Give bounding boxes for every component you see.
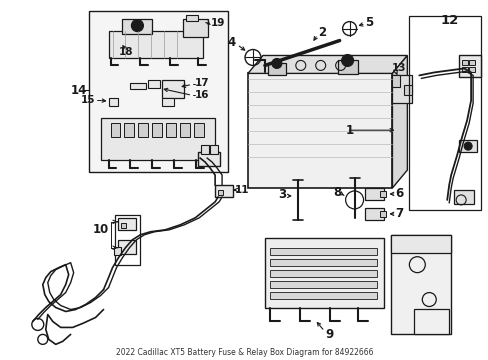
Bar bbox=[162, 80, 184, 98]
Bar bbox=[461, 60, 467, 66]
Bar bbox=[115, 215, 140, 265]
Bar bbox=[364, 188, 384, 200]
Text: 19: 19 bbox=[211, 18, 225, 28]
Bar bbox=[264, 238, 384, 307]
Bar bbox=[113, 247, 121, 255]
Text: 6: 6 bbox=[394, 188, 403, 201]
Text: 10: 10 bbox=[92, 223, 108, 236]
Bar bbox=[110, 123, 120, 137]
Bar bbox=[122, 19, 152, 33]
Bar bbox=[118, 218, 136, 230]
Text: 17: 17 bbox=[195, 78, 209, 88]
Polygon shape bbox=[392, 55, 407, 188]
Bar bbox=[408, 15, 480, 210]
Bar bbox=[458, 140, 476, 152]
Bar bbox=[108, 31, 203, 58]
Bar bbox=[194, 123, 203, 137]
Bar bbox=[337, 60, 357, 75]
Bar bbox=[468, 60, 474, 66]
Text: 1: 1 bbox=[345, 124, 353, 137]
Bar bbox=[390, 235, 450, 334]
Text: 13: 13 bbox=[391, 63, 406, 73]
Text: 9: 9 bbox=[325, 328, 333, 341]
Text: 14: 14 bbox=[70, 84, 87, 97]
Bar bbox=[201, 145, 209, 154]
Bar bbox=[380, 211, 386, 217]
Bar bbox=[101, 118, 215, 160]
Text: 4: 4 bbox=[227, 36, 236, 49]
Bar bbox=[215, 185, 233, 197]
Text: 11: 11 bbox=[234, 185, 249, 195]
Circle shape bbox=[271, 58, 281, 68]
Bar bbox=[88, 11, 227, 172]
Bar bbox=[210, 145, 218, 154]
Bar bbox=[124, 123, 134, 137]
Text: 3: 3 bbox=[277, 188, 285, 202]
Text: 16: 16 bbox=[195, 90, 209, 100]
Bar bbox=[390, 235, 450, 253]
Bar bbox=[180, 123, 190, 137]
Circle shape bbox=[463, 142, 471, 150]
Text: 5: 5 bbox=[365, 16, 373, 29]
Bar bbox=[247, 73, 392, 188]
Bar bbox=[269, 280, 377, 288]
Text: 15: 15 bbox=[81, 95, 95, 105]
Circle shape bbox=[341, 54, 353, 67]
Text: 12: 12 bbox=[439, 14, 457, 27]
Circle shape bbox=[131, 20, 143, 32]
Bar bbox=[404, 85, 411, 95]
Bar bbox=[269, 292, 377, 298]
Bar bbox=[468, 67, 474, 72]
Bar bbox=[458, 55, 480, 77]
Bar bbox=[186, 15, 198, 21]
Text: 18: 18 bbox=[118, 48, 133, 58]
Bar bbox=[198, 152, 220, 166]
Bar bbox=[108, 98, 118, 106]
Bar bbox=[453, 190, 473, 204]
Bar bbox=[162, 98, 174, 106]
Bar bbox=[392, 75, 400, 87]
Bar bbox=[130, 84, 146, 89]
Bar bbox=[218, 190, 223, 195]
Bar bbox=[148, 80, 160, 88]
Bar bbox=[461, 67, 467, 72]
Bar bbox=[364, 208, 384, 220]
Bar bbox=[392, 75, 411, 103]
Bar bbox=[380, 191, 386, 197]
Polygon shape bbox=[247, 55, 407, 73]
Bar bbox=[121, 223, 126, 228]
Bar bbox=[413, 310, 448, 334]
Bar bbox=[138, 123, 148, 137]
Bar bbox=[269, 248, 377, 255]
Bar bbox=[267, 63, 285, 75]
Bar bbox=[269, 270, 377, 276]
Text: 2022 Cadillac XT5 Battery Fuse & Relay Box Diagram for 84922666: 2022 Cadillac XT5 Battery Fuse & Relay B… bbox=[116, 348, 372, 357]
Bar bbox=[118, 240, 136, 254]
Bar bbox=[183, 19, 208, 37]
Text: 7: 7 bbox=[394, 207, 403, 220]
Bar bbox=[166, 123, 176, 137]
Text: 8: 8 bbox=[333, 186, 341, 199]
Bar bbox=[152, 123, 162, 137]
Text: 2: 2 bbox=[317, 26, 325, 39]
Bar bbox=[269, 259, 377, 266]
